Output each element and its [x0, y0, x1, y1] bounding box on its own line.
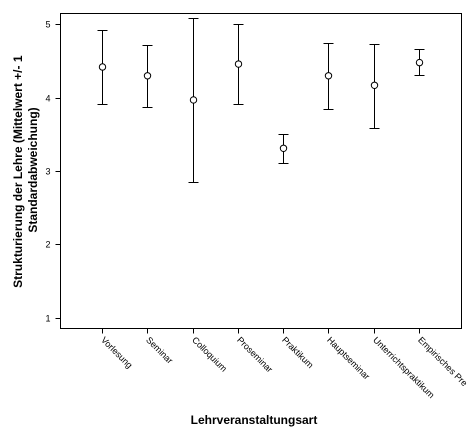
mean-marker	[98, 63, 107, 71]
y-tick-label: 1	[45, 314, 50, 324]
x-axis-title: Lehrveranstaltungsart	[191, 413, 318, 427]
y-tick-label: 4	[45, 94, 50, 104]
y-axis-title-line-2: Standardabweichung)	[26, 107, 40, 232]
y-tick-label: 5	[45, 20, 50, 30]
mean-marker	[143, 72, 152, 80]
mean-marker	[234, 60, 243, 68]
mean-marker	[370, 81, 379, 89]
mean-marker	[279, 144, 288, 152]
y-axis-title: Strukturierung der Lehre (Mittelwert +/-…	[11, 52, 40, 288]
y-tick-label: 3	[45, 167, 50, 177]
x-axis: Vorlesung Seminar Colloquium Proseminar Prak…	[99, 328, 469, 400]
x-tick-label: Praktikum	[280, 335, 315, 370]
y-axis: 1 2 3 4 5	[45, 20, 61, 324]
x-tick-label: Colloquium	[190, 335, 229, 374]
x-tick-label: Seminar	[144, 335, 175, 366]
mean-marker	[324, 72, 333, 80]
x-tick-label: Hauptseminar	[325, 335, 372, 382]
x-tick-label: Proseminar	[235, 335, 275, 375]
mean-marker	[415, 58, 424, 67]
x-tick-label: Vorlesung	[99, 335, 134, 370]
mean-marker	[189, 96, 198, 104]
plot-frame	[60, 13, 462, 329]
y-axis-title-line-1: Strukturierung der Lehre (Mittelwert +/-…	[11, 55, 25, 288]
y-tick-label: 2	[45, 240, 50, 250]
error-bars	[97, 18, 425, 183]
